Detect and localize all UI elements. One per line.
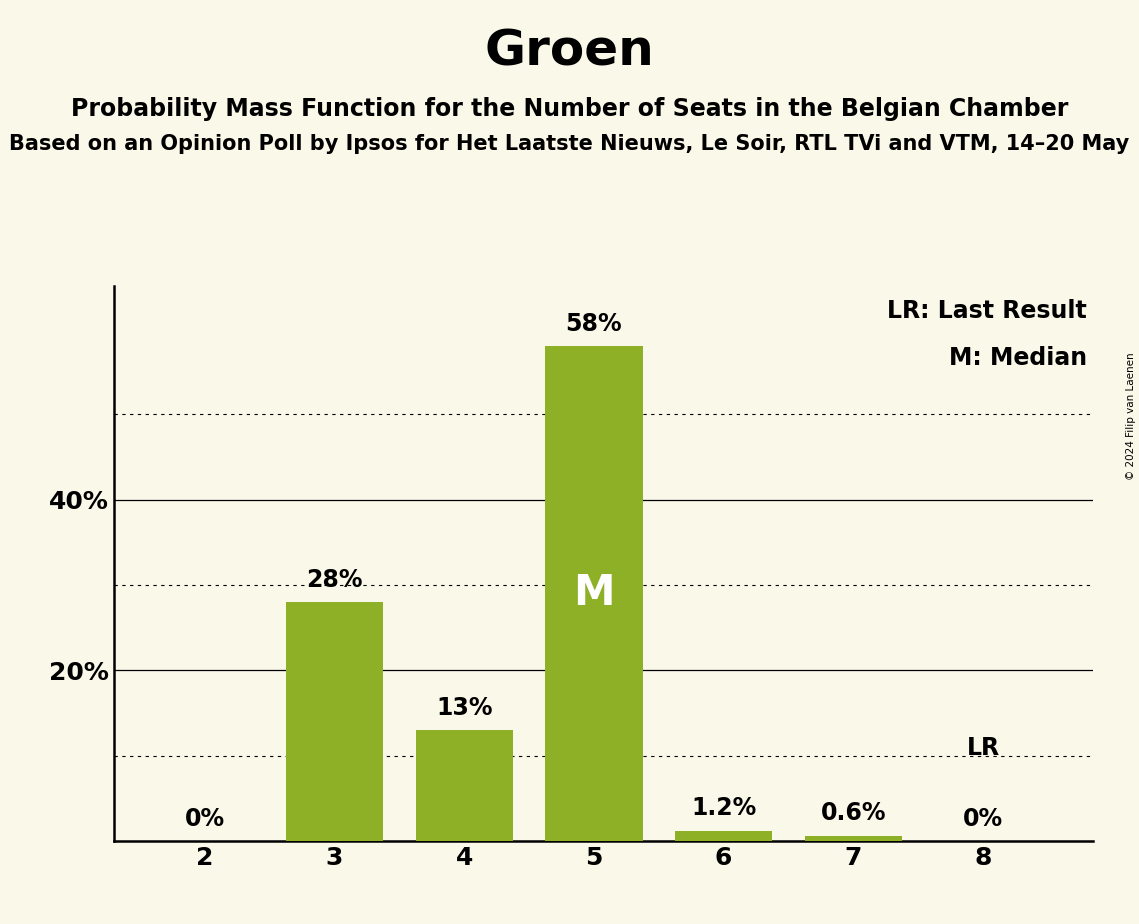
Text: M: Median: M: Median — [949, 346, 1087, 371]
Text: 1.2%: 1.2% — [691, 796, 756, 821]
Text: 13%: 13% — [436, 696, 492, 720]
Bar — [805, 835, 902, 841]
Bar — [675, 831, 772, 841]
Text: Probability Mass Function for the Number of Seats in the Belgian Chamber: Probability Mass Function for the Number… — [71, 97, 1068, 121]
Text: M: M — [573, 573, 615, 614]
Text: LR: Last Result: LR: Last Result — [887, 299, 1087, 323]
Text: © 2024 Filip van Laenen: © 2024 Filip van Laenen — [1126, 352, 1136, 480]
Text: 58%: 58% — [566, 312, 622, 336]
Text: 0%: 0% — [185, 807, 224, 831]
Text: LR: LR — [967, 736, 1000, 760]
Text: 0%: 0% — [964, 807, 1003, 831]
Text: Based on an Opinion Poll by Ipsos for Het Laatste Nieuws, Le Soir, RTL TVi and V: Based on an Opinion Poll by Ipsos for He… — [9, 134, 1130, 154]
Text: 28%: 28% — [306, 567, 362, 591]
Bar — [546, 346, 642, 841]
Bar — [416, 730, 513, 841]
Text: Groen: Groen — [484, 28, 655, 76]
Text: 0.6%: 0.6% — [821, 801, 886, 825]
Bar — [286, 602, 383, 841]
